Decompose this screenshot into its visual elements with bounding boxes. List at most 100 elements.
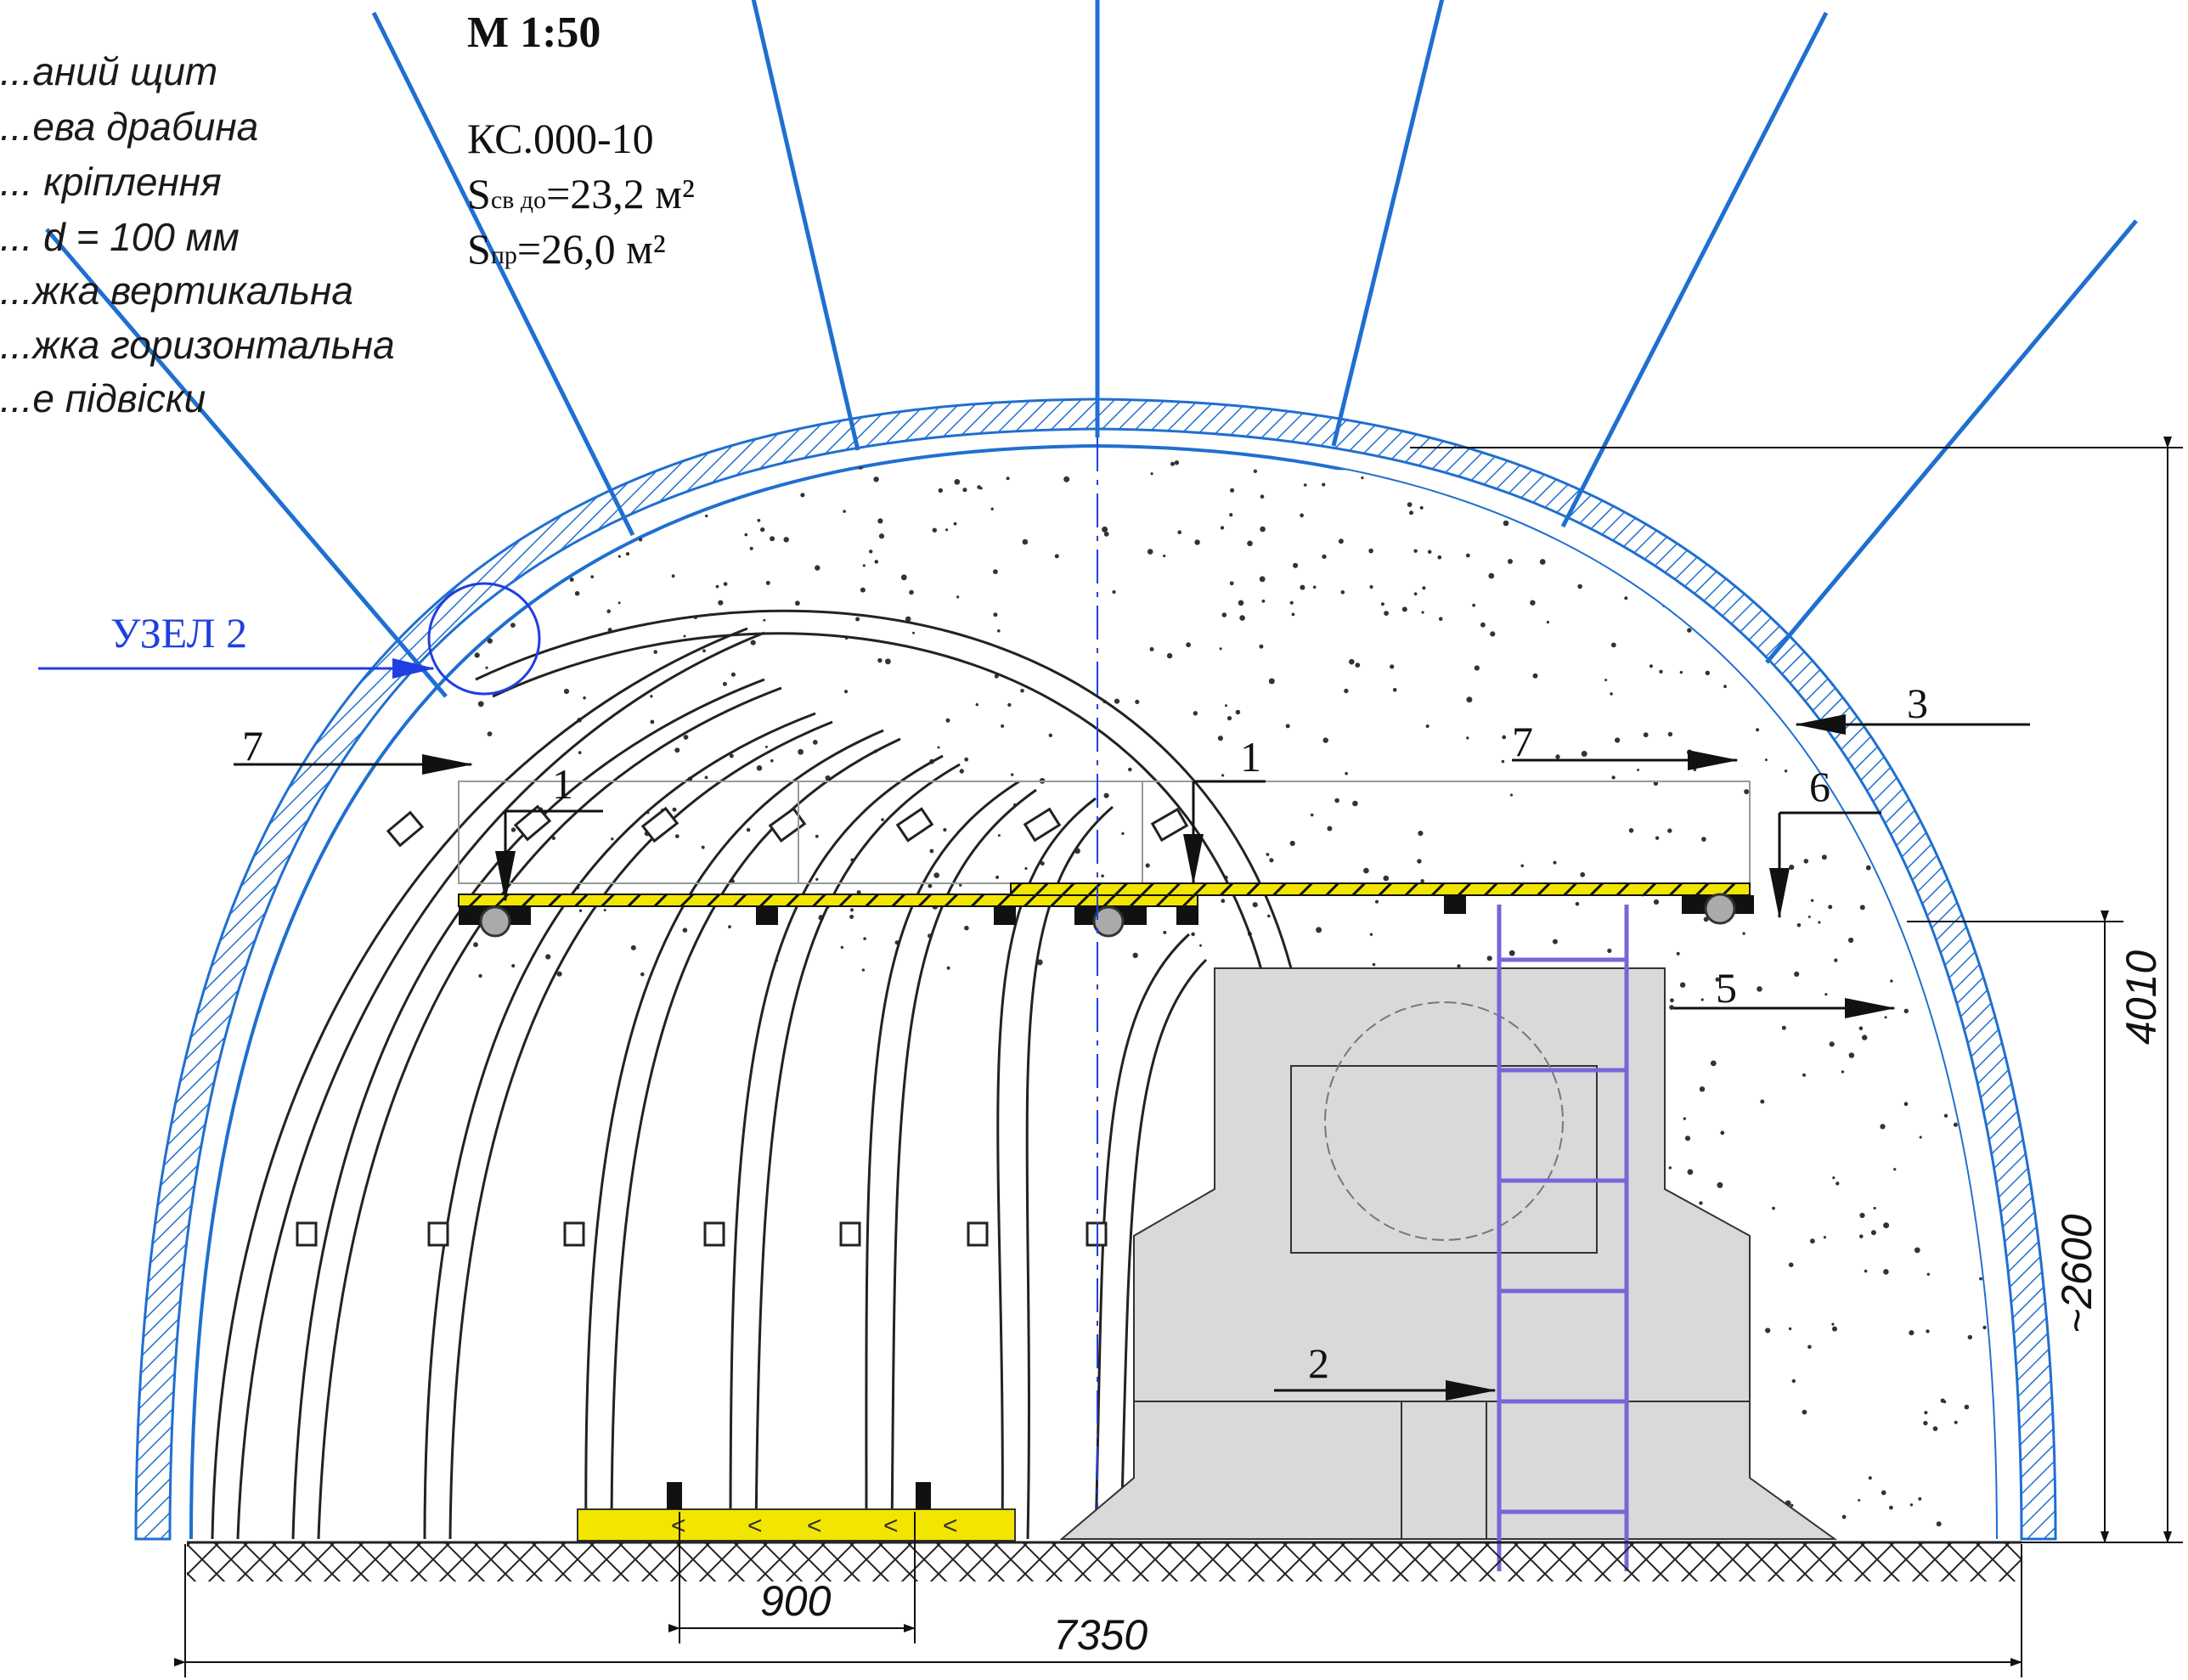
- concrete-speckle: [1774, 488, 1779, 493]
- concrete-speckle: [962, 488, 967, 493]
- concrete-speckle: [995, 875, 1000, 879]
- concrete-speckle: [1687, 628, 1692, 633]
- concrete-speckle: [1607, 948, 1612, 953]
- concrete-speckle: [1930, 594, 1934, 597]
- concrete-speckle: [812, 740, 818, 745]
- concrete-speckle: [1577, 583, 1582, 589]
- concrete-speckle: [1355, 662, 1361, 668]
- concrete-speckle: [1788, 1262, 1794, 1267]
- concrete-speckle: [578, 909, 583, 912]
- concrete-speckle: [1858, 1498, 1861, 1502]
- concrete-speckle: [730, 672, 736, 677]
- concrete-speckle: [1940, 1398, 1945, 1403]
- concrete-speckle: [1174, 460, 1180, 465]
- concrete-speckle: [1227, 716, 1232, 721]
- concrete-speckle: [1293, 562, 1299, 568]
- concrete-speckle: [1063, 476, 1070, 482]
- concrete-speckle: [1909, 1330, 1914, 1336]
- arch-clamps: [296, 804, 1189, 1247]
- concrete-speckle: [953, 521, 957, 526]
- concrete-speckle: [1731, 545, 1736, 550]
- concrete-speckle: [763, 618, 766, 622]
- concrete-speckle: [1836, 1181, 1840, 1186]
- concrete-speckle: [1300, 584, 1305, 590]
- concrete-speckle: [1259, 576, 1266, 583]
- concrete-speckle: [1103, 531, 1109, 537]
- concrete-speckle: [881, 818, 884, 821]
- concrete-speckle: [1466, 696, 1473, 703]
- concrete-speckle: [1881, 638, 1886, 641]
- concrete-speckle: [1401, 606, 1407, 612]
- concrete-speckle: [1472, 603, 1475, 607]
- concrete-speckle: [1960, 545, 1965, 551]
- concrete-speckle: [1338, 538, 1344, 544]
- concrete-speckle: [964, 757, 969, 762]
- concrete-speckle: [1322, 554, 1327, 560]
- concrete-speckle: [800, 493, 805, 498]
- concrete-speckle: [933, 872, 939, 878]
- concrete-speckle: [574, 590, 580, 596]
- concrete-speckle: [1873, 1206, 1876, 1210]
- concrete-speckle: [1717, 1181, 1723, 1188]
- concrete-speckle: [997, 834, 1001, 837]
- concrete-speckle: [650, 719, 655, 724]
- concrete-speckle: [1807, 916, 1811, 918]
- concrete-speckle: [1848, 1052, 1855, 1058]
- concrete-speckle: [1363, 867, 1369, 874]
- concrete-speckle: [617, 555, 621, 558]
- concrete-speckle: [1683, 510, 1687, 516]
- concrete-speckle: [1890, 979, 1893, 983]
- concrete-speckle: [1862, 1034, 1868, 1040]
- concrete-speckle: [521, 578, 526, 583]
- concrete-speckle: [1322, 482, 1326, 487]
- concrete-speckle: [1239, 615, 1245, 621]
- concrete-speckle: [1580, 871, 1586, 877]
- concrete-speckle: [1390, 664, 1395, 669]
- node-circle: [427, 582, 541, 696]
- steel-arch-frames: [211, 609, 1293, 1540]
- concrete-speckle: [1230, 488, 1235, 493]
- concrete-speckle: [1853, 615, 1858, 619]
- concrete-speckle: [1001, 724, 1005, 728]
- concrete-speckle: [1417, 859, 1422, 864]
- concrete-speckle: [1991, 629, 1994, 632]
- concrete-speckle: [877, 657, 883, 663]
- concrete-speckle: [1145, 863, 1150, 868]
- concrete-speckle: [1932, 1426, 1938, 1431]
- concrete-speckle: [1981, 938, 1985, 941]
- concrete-speckle: [861, 968, 866, 972]
- concrete-speckle: [578, 751, 582, 754]
- concrete-speckle: [606, 609, 611, 613]
- concrete-speckle: [671, 574, 675, 578]
- concrete-speckle: [1883, 1269, 1889, 1275]
- concrete-speckle: [849, 908, 854, 912]
- concrete-speckle: [990, 507, 994, 510]
- concrete-speckle: [1327, 826, 1333, 832]
- concrete-speckle: [905, 616, 911, 623]
- concrete-speckle: [1967, 1334, 1972, 1340]
- concrete-speckle: [1217, 736, 1223, 741]
- concrete-speckle: [1553, 860, 1557, 865]
- concrete-speckle: [1926, 1272, 1930, 1277]
- svg-text:... d = 100 мм: ... d = 100 мм: [0, 215, 240, 259]
- concrete-speckle: [1757, 986, 1762, 992]
- dim-total-width: 7350: [1053, 1611, 1148, 1659]
- concrete-speckle: [750, 640, 756, 646]
- concrete-speckle: [1259, 644, 1264, 649]
- concrete-speckle: [760, 527, 765, 533]
- concrete-speckle: [868, 550, 873, 554]
- concrete-speckle: [1488, 572, 1495, 579]
- concrete-speckle: [1329, 458, 1336, 465]
- concrete-speckle: [1756, 728, 1760, 732]
- concrete-speckle: [1455, 482, 1459, 488]
- concrete-speckle: [1911, 589, 1917, 595]
- ladder: [1497, 905, 1629, 1571]
- drawing-code: КС.000-10: [467, 115, 654, 162]
- concrete-speckle: [1219, 647, 1222, 651]
- concrete-speckle: [860, 587, 866, 593]
- concrete-speckle: [1199, 944, 1202, 947]
- svg-text:<: <: [883, 1512, 899, 1540]
- concrete-speckle: [563, 688, 570, 695]
- concrete-speckle: [1765, 1328, 1771, 1333]
- concrete-speckle: [1177, 530, 1181, 534]
